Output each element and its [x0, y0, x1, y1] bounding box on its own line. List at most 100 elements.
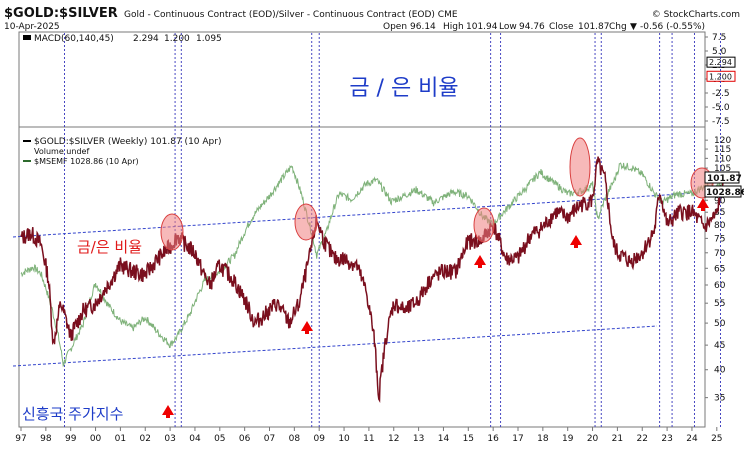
price-tick-label: 45 — [714, 341, 725, 351]
gold-silver-ratio-line — [20, 156, 725, 403]
high-value: 101.94 — [466, 22, 498, 32]
price-tick-label: 110 — [714, 154, 731, 164]
x-tick-label: 00 — [90, 434, 102, 444]
x-tick-label: 07 — [264, 434, 275, 444]
price-tick-label: 50 — [714, 319, 726, 329]
symbol-title: $GOLD:$SILVER — [4, 6, 118, 21]
macd-value-tag-box — [706, 56, 736, 68]
price-legend: $GOLD:$SILVER (Weekly) 101.87 (10 Apr) V… — [23, 137, 221, 166]
close-label: Close — [549, 22, 574, 32]
peak-circle — [294, 203, 318, 241]
price-panel-frame — [18, 126, 706, 428]
close-value: 101.87 — [578, 22, 610, 32]
symbol-description: Gold - Continuous Contract (EOD)/Silver … — [124, 10, 458, 20]
em-legend-label: $MSEMF 1028.86 (10 Apr) — [34, 157, 139, 166]
x-tick-label: 05 — [214, 434, 225, 444]
lower-trend-line — [12, 325, 658, 367]
x-tick-label: 13 — [413, 434, 424, 444]
chg-label: Chg — [609, 22, 627, 32]
price-tick-label: 40 — [714, 366, 726, 376]
chg-value: -0.56 (-0.55%) — [640, 22, 705, 32]
volume-legend-label: Volume undef — [34, 147, 89, 156]
x-tick-label: 98 — [40, 434, 52, 444]
x-tick-label: 21 — [612, 434, 623, 444]
x-tick-label: 15 — [463, 434, 474, 444]
x-tick-label: 09 — [313, 434, 325, 444]
x-tick-label: 08 — [289, 434, 301, 444]
x-tick-label: 12 — [388, 434, 399, 444]
price-tick-label: 55 — [714, 299, 725, 309]
x-axis: 97 98 99 00 01 02 03 04 05 06 07 08 09 10 11 12 13 14 15 16… — [15, 427, 723, 444]
ratio-tag-box — [704, 171, 740, 184]
up-arrow-icon — [570, 235, 582, 248]
x-tick-label: 04 — [189, 434, 201, 444]
x-tick-label: 11 — [363, 434, 374, 444]
up-arrow-icon — [301, 321, 313, 334]
price-tick-label: 75 — [714, 234, 725, 244]
chg-down-icon: ▼ — [630, 22, 637, 32]
price-tick-label: 115 — [714, 145, 731, 155]
up-arrow-icon — [162, 405, 174, 418]
x-tick-label: 25 — [711, 434, 722, 444]
macd-value-1: 2.294 — [133, 34, 159, 44]
low-label: Low — [499, 22, 517, 32]
em-tag-box — [704, 185, 742, 198]
x-tick-label: 24 — [686, 434, 698, 444]
x-tick-label: 18 — [537, 434, 549, 444]
macd-tick-label: -5.0 — [712, 103, 730, 113]
price-tick-label: 60 — [714, 281, 726, 291]
macd-value-2: 1.200 — [164, 34, 190, 44]
price-tick-label: 85 — [714, 208, 725, 218]
high-label: High — [443, 22, 464, 32]
price-tick-label: 105 — [714, 164, 731, 174]
gold-silver-ratio-title: 금 / 은 비율 — [349, 76, 458, 101]
peak-circle — [569, 137, 591, 197]
macd-legend-swatch — [23, 35, 31, 40]
peak-circle — [473, 207, 495, 243]
x-tick-label: 03 — [164, 434, 175, 444]
stockcharts-brand: © StockCharts.com — [652, 10, 740, 20]
em-tag-value: 1028.86 — [706, 188, 744, 198]
x-tick-label: 97 — [15, 434, 26, 444]
x-tick-label: 20 — [587, 434, 599, 444]
x-tick-label: 06 — [239, 434, 251, 444]
x-tick-label: 01 — [115, 434, 126, 444]
x-tick-label: 22 — [637, 434, 648, 444]
up-arrow-icon — [474, 255, 486, 268]
x-tick-label: 23 — [661, 434, 672, 444]
macd-value-tag: 1.200 — [709, 72, 732, 81]
x-tick-label: 02 — [140, 434, 151, 444]
em-annotation: 신흥국 주가지수 — [22, 405, 123, 423]
ratio-tag-value: 101.87 — [707, 174, 742, 184]
x-tick-label: 99 — [65, 434, 77, 444]
macd-label: MACD(60,140,45) — [34, 34, 114, 44]
price-tick-label: 35 — [714, 394, 725, 404]
chart-date: 10-Apr-2025 — [4, 22, 60, 32]
price-tick-label: 65 — [714, 264, 725, 274]
macd-tick-label: 7.5 — [712, 33, 726, 43]
macd-panel-frame — [18, 31, 706, 128]
up-arrow-icon — [697, 198, 709, 211]
ratio-legend-label: $GOLD:$SILVER (Weekly) 101.87 (10 Apr) — [34, 137, 221, 147]
x-tick-label: 10 — [338, 434, 350, 444]
ohlc-readout: Open 96.14 High 101.94 Low 94.76 Close 1… — [383, 22, 705, 32]
peak-circles — [160, 137, 714, 251]
macd-value-tag-box — [706, 70, 736, 82]
macd-tick-label: 5.0 — [712, 47, 727, 57]
em-price-tag: 1028.86 — [704, 185, 744, 198]
up-arrows — [162, 198, 709, 418]
price-tick-label: 80 — [714, 221, 726, 231]
price-tick-label: 70 — [714, 249, 726, 259]
x-tick-label: 14 — [438, 434, 450, 444]
peak-circle — [160, 213, 184, 251]
macd-value-3: 1.095 — [196, 34, 222, 44]
x-tick-label: 19 — [562, 434, 574, 444]
open-value: 96.14 — [410, 22, 436, 32]
gold-silver-ratio-series — [20, 156, 725, 403]
x-tick-label: 16 — [487, 434, 499, 444]
low-value: 94.76 — [519, 22, 545, 32]
ratio-price-tag: 101.87 — [704, 171, 742, 184]
price-tick-label: 120 — [714, 136, 731, 146]
x-tick-label: 17 — [512, 434, 523, 444]
